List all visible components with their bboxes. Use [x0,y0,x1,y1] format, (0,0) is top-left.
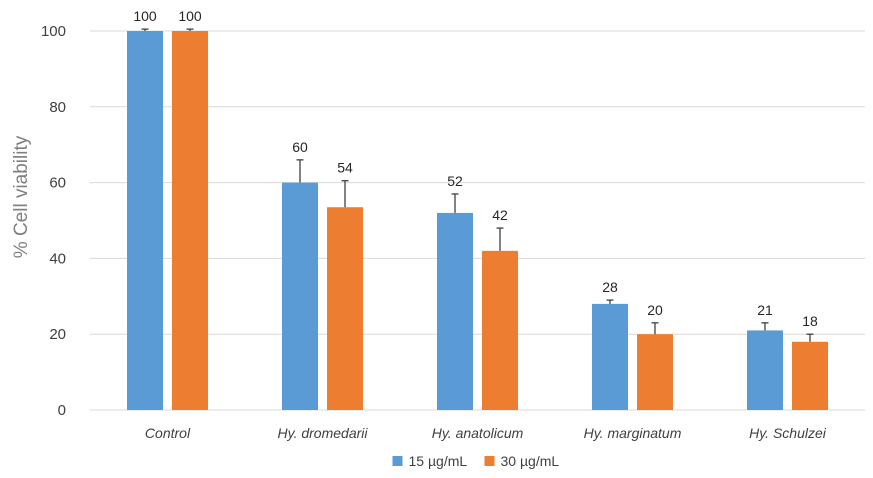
bar [327,207,363,410]
legend-label: 15 µg/mL [409,453,468,469]
bar [127,31,163,410]
category-labels: Control Hy. dromedarii Hy. anatolicum Hy. m… [145,425,827,441]
data-label: 52 [447,173,463,189]
data-label: 42 [492,207,508,223]
data-label: 28 [602,279,618,295]
bar [282,182,318,410]
y-tick-labels: 0 20 40 60 80 100 [41,23,66,419]
legend-swatch [484,456,495,466]
data-label: 60 [292,139,308,155]
data-labels: 100 100 60 54 52 42 28 20 21 18 [133,8,818,329]
y-axis-title: % Cell viability [11,135,32,258]
data-label: 100 [133,8,157,24]
y-tick-label: 80 [49,99,66,116]
category-label: Hy. Schulzei [749,425,827,441]
y-tick-label: 40 [49,250,66,267]
y-tick-label: 100 [41,23,66,40]
legend: 15 µg/mL 30 µg/mL [392,453,560,469]
y-tick-label: 20 [49,326,66,343]
bar [437,212,473,410]
bar [592,303,628,410]
bar [637,334,673,410]
category-label: Hy. anatolicum [432,425,524,441]
category-label: Control [145,425,191,441]
data-label: 54 [337,160,353,176]
category-label: Hy. marginatum [584,425,682,441]
legend-label: 30 µg/mL [501,453,560,469]
bar [172,31,208,410]
data-label: 20 [647,302,663,318]
data-label: 18 [802,313,818,329]
error-bars [141,28,814,342]
y-tick-label: 60 [49,175,66,192]
bar [482,250,518,410]
bar [792,341,828,410]
bar [747,330,783,410]
y-tick-label: 0 [58,402,66,419]
gridlines [90,30,865,411]
legend-swatch [392,456,403,466]
category-label: Hy. dromedarii [278,425,369,441]
data-label: 100 [178,8,202,24]
bars [127,31,828,410]
data-label: 21 [757,302,773,318]
